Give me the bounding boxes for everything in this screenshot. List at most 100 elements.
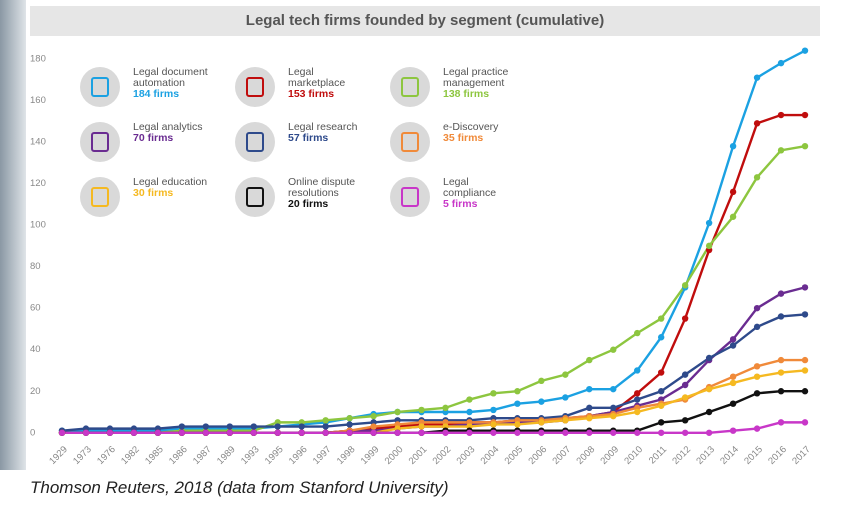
data-point [562, 394, 568, 400]
data-point [610, 386, 616, 392]
data-point [562, 417, 568, 423]
legend-label: Online dispute resolutions [288, 176, 355, 199]
data-point [730, 143, 736, 149]
legend-icon [390, 122, 430, 162]
data-point [514, 421, 520, 427]
data-point [83, 430, 89, 436]
y-tick-label: 100 [30, 220, 46, 231]
data-point [586, 415, 592, 421]
y-tick-label: 40 [30, 344, 41, 355]
y-tick-label: 60 [30, 303, 41, 314]
page: Legal tech firms founded by segment (cum… [0, 0, 849, 506]
legend-icon [235, 177, 275, 217]
data-point [251, 423, 257, 429]
data-point [682, 315, 688, 321]
data-point [634, 390, 640, 396]
data-point [730, 189, 736, 195]
data-point [754, 74, 760, 80]
data-point [586, 386, 592, 392]
data-point [802, 284, 808, 290]
data-point [754, 363, 760, 369]
data-point [778, 369, 784, 375]
data-point [227, 430, 233, 436]
data-point [514, 430, 520, 436]
chart-title: Legal tech firms founded by segment (cum… [246, 12, 604, 29]
data-point [538, 398, 544, 404]
data-point [634, 330, 640, 336]
data-point [346, 421, 352, 427]
legend-count: 20 firms [288, 199, 380, 210]
data-point [802, 419, 808, 425]
data-point [251, 430, 257, 436]
data-point [466, 409, 472, 415]
data-point [658, 430, 664, 436]
data-point [754, 425, 760, 431]
data-point [227, 423, 233, 429]
data-point [322, 417, 328, 423]
legend-entry: Legal marketplace153 firms [288, 67, 352, 100]
data-point [682, 382, 688, 388]
data-point [778, 419, 784, 425]
data-point [586, 430, 592, 436]
data-point [442, 405, 448, 411]
data-point [298, 423, 304, 429]
data-point [370, 430, 376, 436]
data-point [586, 405, 592, 411]
legend-entry: Legal document automation184 firms [133, 67, 225, 100]
data-point [706, 243, 712, 249]
y-tick-label: 180 [30, 53, 46, 64]
data-point [490, 430, 496, 436]
data-point [682, 430, 688, 436]
data-point [538, 430, 544, 436]
data-point [586, 357, 592, 363]
y-tick-label: 20 [30, 386, 41, 397]
data-point [418, 423, 424, 429]
data-point [778, 388, 784, 394]
data-point [418, 430, 424, 436]
data-point [778, 147, 784, 153]
data-point [298, 430, 304, 436]
data-point [658, 369, 664, 375]
data-point [370, 413, 376, 419]
data-point [442, 430, 448, 436]
legend-count: 30 firms [133, 188, 233, 199]
chart: Legal tech firms founded by segment (cum… [0, 0, 849, 470]
data-point [706, 355, 712, 361]
legend-icon [235, 67, 275, 107]
data-point [59, 430, 65, 436]
data-point [466, 430, 472, 436]
data-point [538, 378, 544, 384]
data-point [538, 419, 544, 425]
legend-label: Legal document automation [133, 66, 208, 89]
data-point [730, 380, 736, 386]
data-point [514, 388, 520, 394]
legend-icon [80, 67, 120, 107]
legend-icon [390, 177, 430, 217]
data-point [706, 430, 712, 436]
data-point [754, 174, 760, 180]
legend-icon [80, 122, 120, 162]
data-point [778, 60, 784, 66]
data-point [802, 47, 808, 53]
data-point [778, 357, 784, 363]
data-point [634, 409, 640, 415]
data-point [802, 367, 808, 373]
data-point [682, 371, 688, 377]
data-point [682, 282, 688, 288]
legend-icon [390, 67, 430, 107]
data-point [682, 394, 688, 400]
legend-count: 153 firms [288, 89, 352, 100]
data-point [179, 423, 185, 429]
data-point [802, 388, 808, 394]
data-point [682, 417, 688, 423]
data-point [322, 423, 328, 429]
data-point [562, 371, 568, 377]
data-point [730, 336, 736, 342]
y-tick-label: 0 [30, 427, 35, 438]
y-tick-label: 80 [30, 261, 41, 272]
data-point [754, 305, 760, 311]
